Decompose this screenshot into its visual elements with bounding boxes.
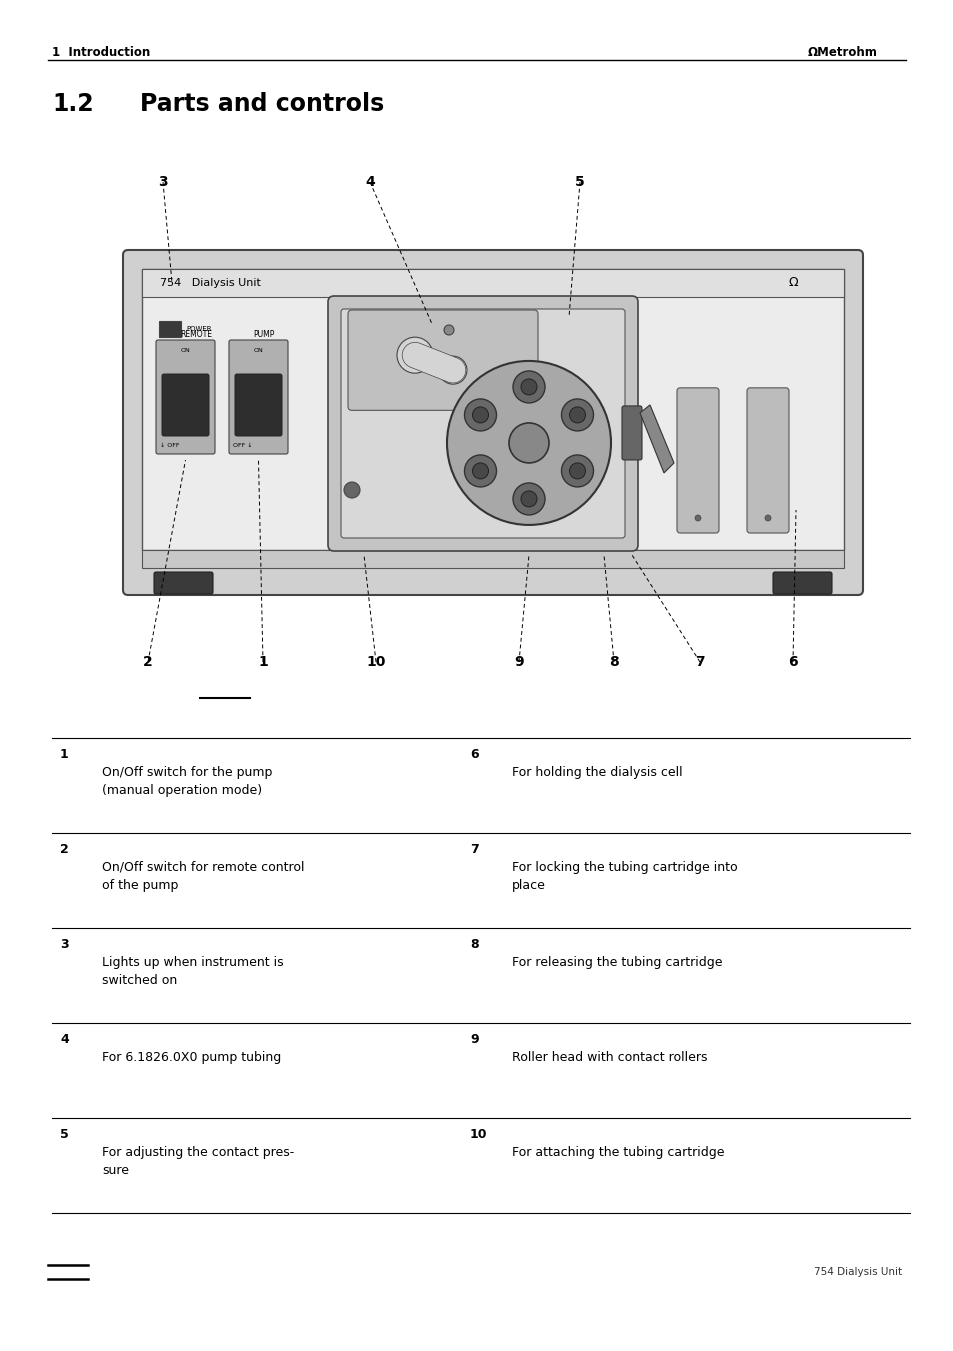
Text: On/Off switch for the pump
(manual operation mode): On/Off switch for the pump (manual opera… — [102, 766, 273, 797]
Text: 1.2: 1.2 — [52, 92, 93, 116]
Text: ON: ON — [180, 347, 191, 353]
Circle shape — [396, 338, 433, 373]
Text: Roller head with contact rollers: Roller head with contact rollers — [512, 1051, 707, 1065]
Text: 8: 8 — [608, 655, 618, 669]
FancyBboxPatch shape — [229, 340, 288, 454]
Circle shape — [520, 490, 537, 507]
Circle shape — [438, 357, 467, 384]
Text: 754   Dialysis Unit: 754 Dialysis Unit — [160, 278, 260, 288]
Circle shape — [464, 399, 496, 431]
Text: 1: 1 — [60, 748, 69, 761]
Text: 3: 3 — [60, 938, 69, 951]
Circle shape — [443, 326, 454, 335]
Circle shape — [464, 455, 496, 486]
FancyBboxPatch shape — [142, 269, 843, 550]
Circle shape — [561, 399, 593, 431]
Text: 6: 6 — [787, 655, 797, 669]
Text: ΩMetrohm: ΩMetrohm — [807, 46, 877, 59]
Circle shape — [344, 482, 359, 499]
Circle shape — [695, 515, 700, 521]
FancyBboxPatch shape — [234, 374, 282, 436]
Text: For holding the dialysis cell: For holding the dialysis cell — [512, 766, 682, 780]
Text: For attaching the tubing cartridge: For attaching the tubing cartridge — [512, 1146, 723, 1159]
Text: For adjusting the contact pres-
sure: For adjusting the contact pres- sure — [102, 1146, 294, 1177]
Text: 1  Introduction: 1 Introduction — [52, 46, 150, 59]
Polygon shape — [639, 405, 673, 473]
Circle shape — [472, 407, 488, 423]
Circle shape — [513, 372, 544, 403]
Bar — [142, 550, 843, 567]
Text: 5: 5 — [60, 1128, 69, 1142]
Text: For releasing the tubing cartridge: For releasing the tubing cartridge — [512, 957, 721, 969]
Text: 7: 7 — [695, 655, 704, 669]
Text: 1: 1 — [258, 655, 268, 669]
Text: 4: 4 — [365, 176, 375, 189]
Text: 4: 4 — [60, 1034, 69, 1046]
Circle shape — [764, 515, 770, 521]
Text: 10: 10 — [366, 655, 385, 669]
Text: 2: 2 — [143, 655, 152, 669]
Text: Parts and controls: Parts and controls — [140, 92, 384, 116]
Circle shape — [561, 455, 593, 486]
FancyBboxPatch shape — [162, 374, 209, 436]
Text: OFF ↓: OFF ↓ — [233, 443, 253, 447]
Text: 9: 9 — [470, 1034, 478, 1046]
Circle shape — [569, 463, 585, 480]
Text: 2: 2 — [60, 843, 69, 857]
Circle shape — [513, 482, 544, 515]
FancyBboxPatch shape — [328, 296, 638, 551]
Text: ↓ OFF: ↓ OFF — [160, 443, 179, 447]
Text: 5: 5 — [575, 176, 584, 189]
Circle shape — [569, 407, 585, 423]
FancyBboxPatch shape — [677, 388, 719, 534]
Text: 6: 6 — [470, 748, 478, 761]
Circle shape — [520, 378, 537, 394]
Text: On/Off switch for remote control
of the pump: On/Off switch for remote control of the … — [102, 861, 304, 892]
FancyBboxPatch shape — [621, 405, 641, 459]
Text: REMOTE: REMOTE — [180, 330, 212, 339]
Circle shape — [509, 423, 548, 463]
Text: ON: ON — [253, 347, 263, 353]
FancyBboxPatch shape — [153, 571, 213, 594]
Circle shape — [472, 463, 488, 480]
FancyBboxPatch shape — [746, 388, 788, 534]
Text: 9: 9 — [514, 655, 523, 669]
Text: Lights up when instrument is
switched on: Lights up when instrument is switched on — [102, 957, 283, 988]
Bar — [142, 269, 843, 297]
Text: Ω: Ω — [788, 277, 798, 289]
Text: For 6.1826.0X0 pump tubing: For 6.1826.0X0 pump tubing — [102, 1051, 281, 1065]
Text: 10: 10 — [470, 1128, 487, 1142]
Text: POWER: POWER — [186, 326, 212, 332]
Text: For locking the tubing cartridge into
place: For locking the tubing cartridge into pl… — [512, 861, 737, 892]
FancyBboxPatch shape — [156, 340, 214, 454]
Circle shape — [447, 361, 610, 526]
FancyBboxPatch shape — [159, 322, 181, 336]
Text: 7: 7 — [470, 843, 478, 857]
FancyBboxPatch shape — [772, 571, 831, 594]
FancyBboxPatch shape — [348, 309, 537, 411]
Text: PUMP: PUMP — [253, 330, 274, 339]
FancyBboxPatch shape — [123, 250, 862, 594]
FancyBboxPatch shape — [340, 309, 624, 538]
Text: 8: 8 — [470, 938, 478, 951]
Text: 754 Dialysis Unit: 754 Dialysis Unit — [813, 1267, 901, 1277]
Text: 3: 3 — [158, 176, 168, 189]
